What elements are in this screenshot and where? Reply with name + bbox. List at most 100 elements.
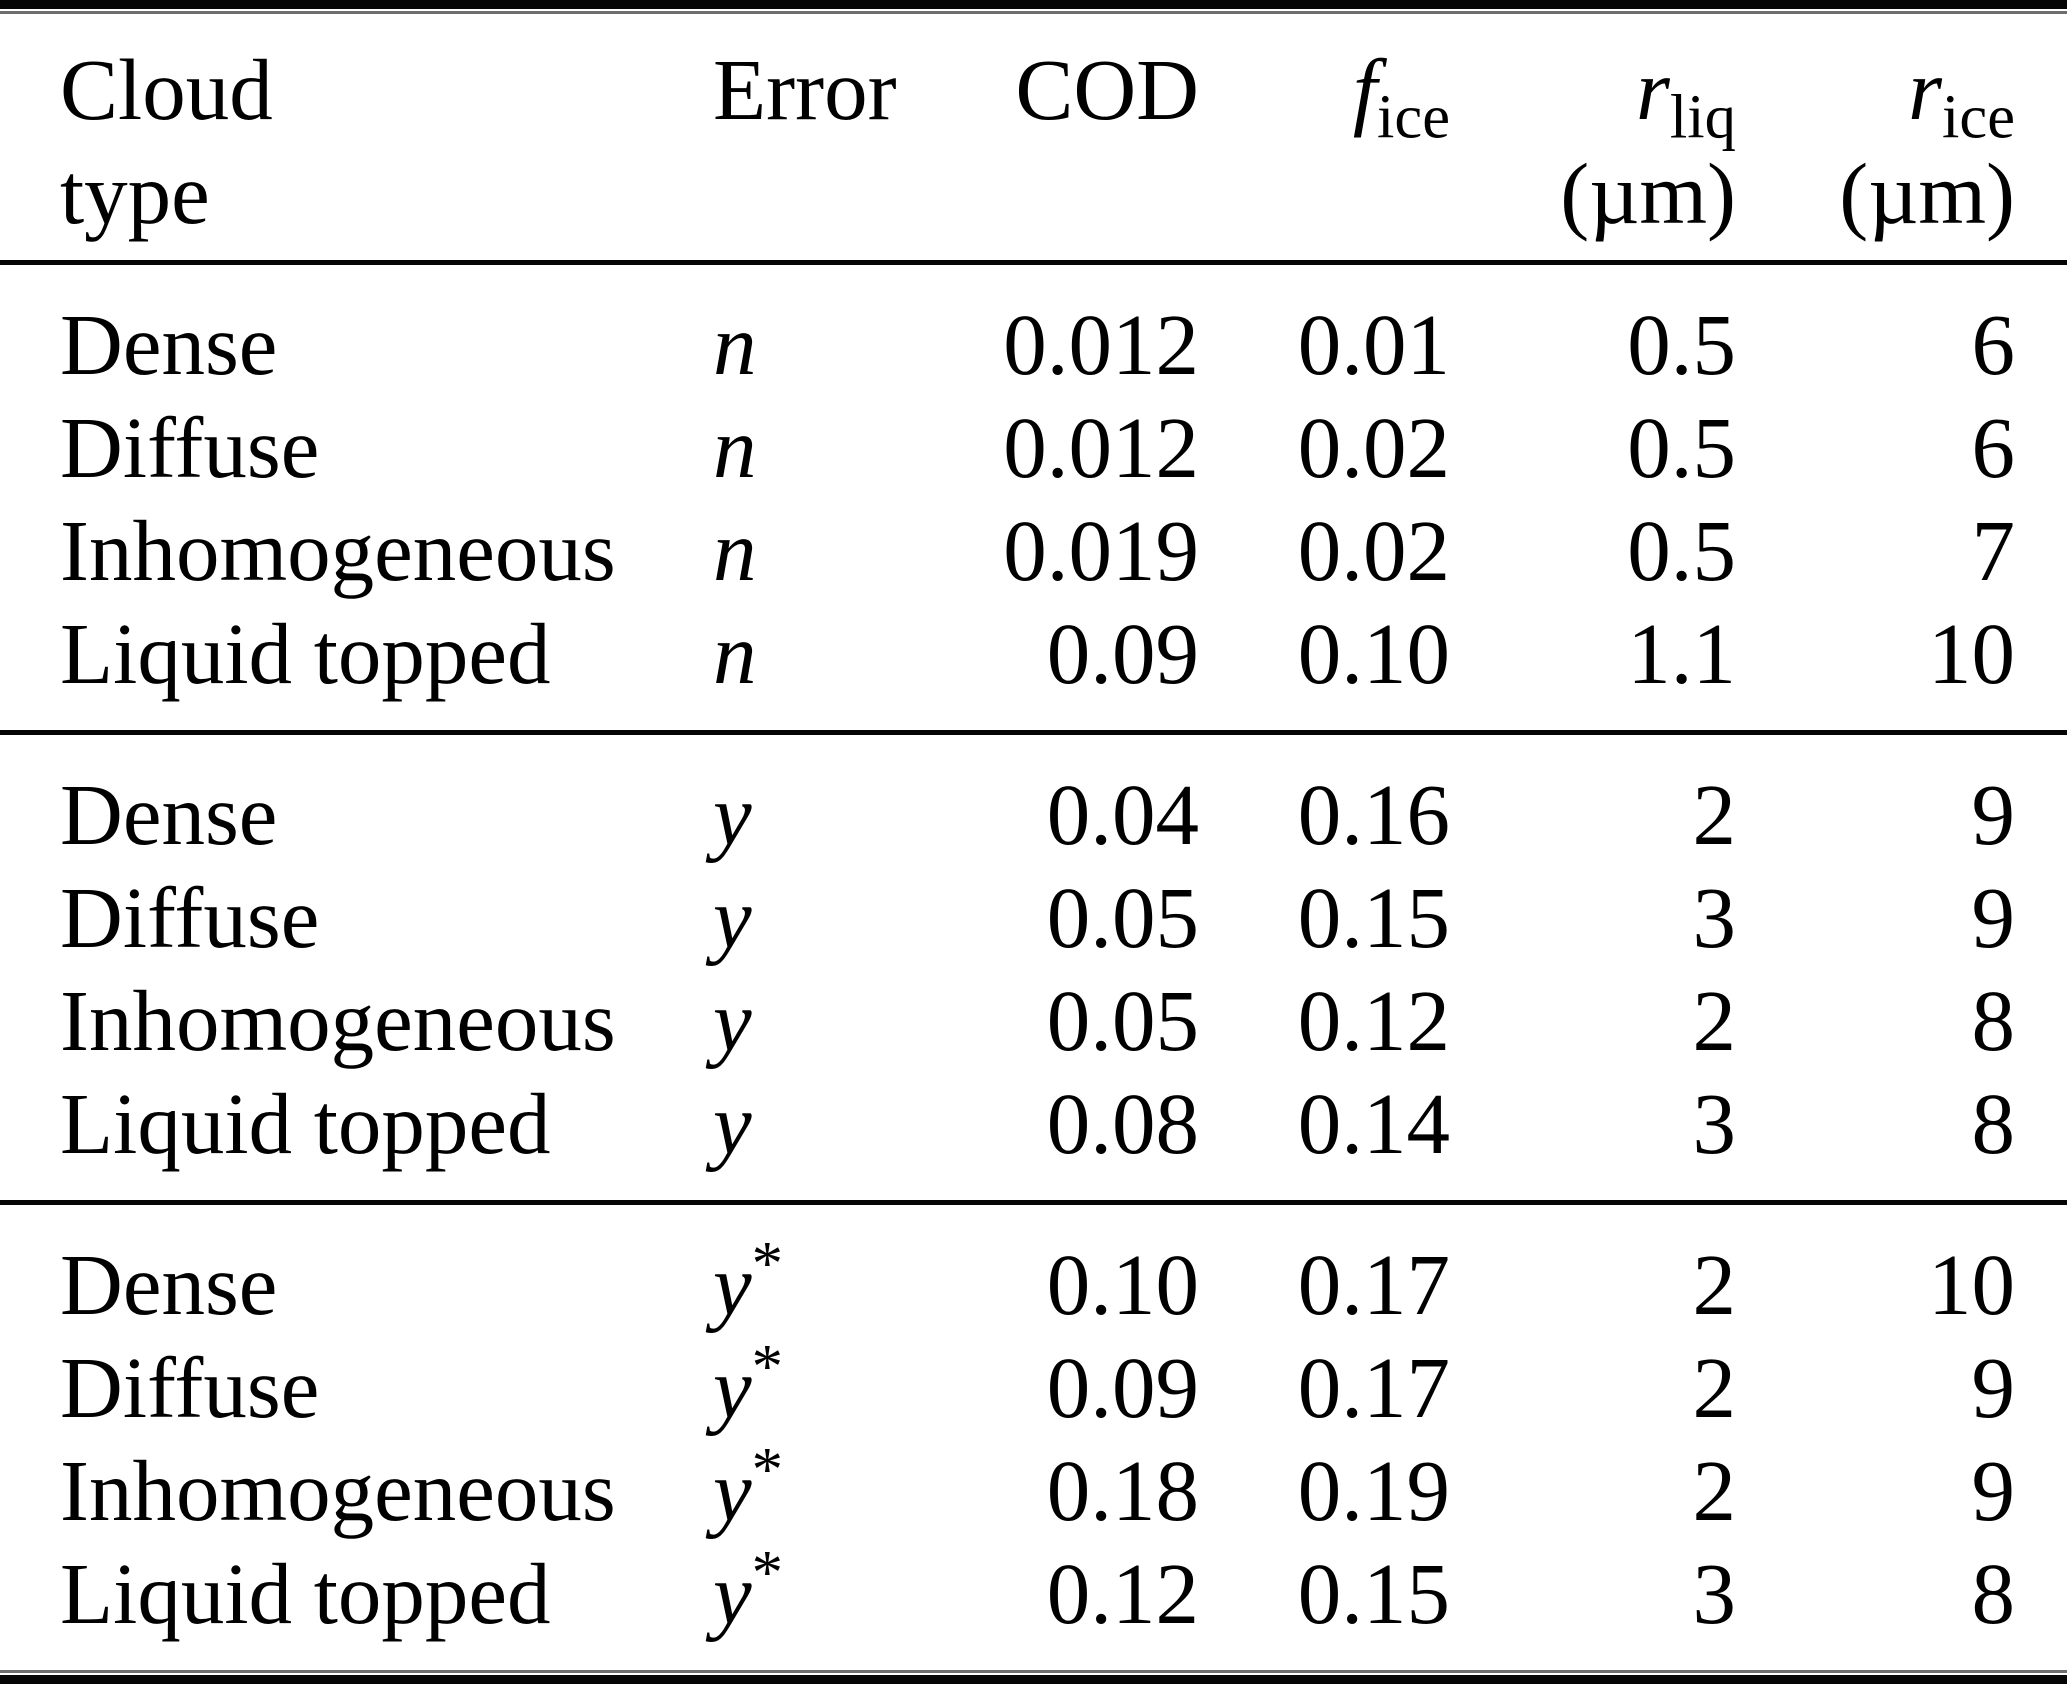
cod-cell: 0.05	[1046, 972, 1199, 1069]
r-liq-cell: 2	[1692, 972, 1737, 1069]
cloud-type-cell: Diffuse	[60, 1339, 320, 1436]
col-header-error: Error	[655, 14, 897, 265]
bottom-thin-rule	[0, 1670, 2067, 1673]
table-row: Dense y* 0.10 0.17 2 10	[0, 1200, 2067, 1336]
f-ice-cell: 0.19	[1297, 1442, 1450, 1539]
table-row: Diffuse y 0.05 0.15 3 9	[0, 866, 2067, 969]
cloud-retrieval-error-table: Cloud type Error COD fice rliq (µm) rice	[0, 14, 2067, 1670]
top-thick-rule	[0, 0, 2067, 9]
r-ice-unit: (µm)	[1839, 145, 2015, 242]
cod-cell: 0.019	[1003, 502, 1199, 599]
cod-cell: 0.012	[1003, 296, 1199, 393]
r-liq-unit: (µm)	[1560, 145, 1736, 242]
r-liq-cell: 3	[1692, 1075, 1737, 1172]
top-thin-rule	[0, 11, 2067, 14]
r-ice-cell: 9	[1971, 869, 2016, 966]
r-liq-cell: 1.1	[1627, 605, 1736, 702]
table-row: Diffuse y* 0.09 0.17 2 9	[0, 1331, 2067, 1439]
table-row: Liquid topped n 0.09 0.10 1.1 10	[0, 602, 2067, 733]
table-row: Dense n 0.012 0.01 0.5 6	[0, 263, 2067, 397]
error-cell: n	[713, 605, 757, 702]
f-ice-cell: 0.10	[1297, 605, 1450, 702]
f-ice-cell: 0.17	[1199, 1200, 1450, 1336]
cloud-type-cell: Inhomogeneous	[60, 972, 616, 1069]
error-cell: y*	[713, 1537, 783, 1642]
cod-cell: 0.04	[815, 730, 1199, 866]
col-header-cod: COD	[815, 14, 1199, 265]
col-header-r-ice: rice (µm)	[1736, 14, 2067, 265]
error-cell: y	[655, 730, 815, 866]
f-ice-cell: 0.02	[1297, 502, 1450, 599]
r-ice-cell: 8	[1971, 1075, 2016, 1172]
error-cell: n	[713, 399, 757, 496]
cloud-type-cell: Diffuse	[60, 869, 320, 966]
r-liq-cell: 2	[1450, 1200, 1736, 1336]
cloud-type-cell: Diffuse	[60, 399, 320, 496]
r-ice-cell: 10	[1928, 605, 2015, 702]
error-cell: y	[713, 972, 752, 1069]
cod-cell: 0.10	[815, 1200, 1199, 1336]
cloud-type-cell: Dense	[0, 1200, 655, 1336]
error-cell: n	[713, 502, 757, 599]
cloud-type-cell: Dense	[60, 296, 278, 393]
r-ice-cell: 9	[1971, 1339, 2016, 1436]
f-ice-cell: 0.17	[1297, 1339, 1450, 1436]
r-ice-cell: 8	[1971, 972, 2016, 1069]
r-ice-cell: 9	[1736, 730, 2067, 866]
col-header-cloud-type: Cloud type	[0, 14, 655, 265]
error-cell: n	[713, 296, 757, 393]
cloud-type-cell: Inhomogeneous	[60, 1442, 616, 1539]
table-row: Liquid topped y 0.08 0.14 3 8	[0, 1072, 2067, 1203]
table-row: Dense y 0.04 0.16 2 9	[0, 730, 2067, 866]
group-error-y: Dense y 0.04 0.16 2 9 Diffuse y 0.05 0.1…	[0, 730, 2067, 1203]
f-ice-cell: 0.15	[1297, 869, 1450, 966]
r-ice-cell: 6	[1971, 296, 2016, 393]
header-cloud-line: Cloud	[60, 41, 273, 138]
cod-cell: 0.12	[1046, 1545, 1199, 1642]
r-liq-cell: 0.5	[1627, 296, 1736, 393]
header-type-line: type	[60, 145, 210, 242]
col-header-r-liq: rliq (µm)	[1450, 14, 1736, 265]
error-cell: y*	[713, 1331, 783, 1436]
table-row: Inhomogeneous y* 0.18 0.19 2 9	[0, 1434, 2067, 1542]
table-row: Liquid topped y* 0.12 0.15 3 8	[0, 1537, 2067, 1670]
table-row: Diffuse n 0.012 0.02 0.5 6	[0, 396, 2067, 499]
r-liq-cell: 3	[1692, 869, 1737, 966]
col-header-f-ice: fice	[1199, 14, 1450, 265]
table-header: Cloud type Error COD fice rliq (µm) rice	[0, 14, 2067, 265]
r-ice-cell: 10	[1736, 1200, 2067, 1336]
f-ice-cell: 0.02	[1297, 399, 1450, 496]
f-ice-cell: 0.12	[1297, 972, 1450, 1069]
error-cell: y	[713, 869, 752, 966]
table-row: Inhomogeneous n 0.019 0.02 0.5 7	[0, 499, 2067, 602]
header-row: Cloud type Error COD fice rliq (µm) rice	[0, 14, 2067, 265]
f-ice-cell: 0.14	[1297, 1075, 1450, 1172]
r-ice-cell: 8	[1971, 1545, 2016, 1642]
error-cell: y*	[655, 1200, 815, 1336]
r-liq-cell: 0.5	[1627, 502, 1736, 599]
error-cell: y	[713, 1075, 752, 1172]
cod-cell: 0.012	[1003, 399, 1199, 496]
cloud-type-cell: Liquid topped	[60, 1545, 551, 1642]
cod-cell: 0.09	[1046, 1339, 1199, 1436]
cod-cell: 0.05	[1046, 869, 1199, 966]
r-liq-cell: 3	[1692, 1545, 1737, 1642]
f-ice-cell: 0.15	[1297, 1545, 1450, 1642]
group-error-n: Dense n 0.012 0.01 0.5 6 Diffuse n 0.012…	[0, 263, 2067, 733]
cod-cell: 0.08	[1046, 1075, 1199, 1172]
r-ice-cell: 7	[1971, 502, 2016, 599]
cod-cell: 0.18	[1046, 1442, 1199, 1539]
r-liq-cell: 0.5	[1627, 399, 1736, 496]
f-ice-cell: 0.16	[1199, 730, 1450, 866]
error-cell: y*	[713, 1434, 783, 1539]
r-liq-cell: 2	[1692, 1339, 1737, 1436]
cod-cell: 0.09	[1046, 605, 1199, 702]
cloud-type-cell: Liquid topped	[60, 1075, 551, 1172]
f-ice-cell: 0.01	[1297, 296, 1450, 393]
cloud-type-cell: Dense	[0, 730, 655, 866]
r-ice-cell: 9	[1971, 1442, 2016, 1539]
cloud-type-cell: Liquid topped	[60, 605, 551, 702]
cloud-type-cell: Inhomogeneous	[60, 502, 616, 599]
group-error-y-star: Dense y* 0.10 0.17 2 10 Diffuse y* 0.09 …	[0, 1200, 2067, 1671]
